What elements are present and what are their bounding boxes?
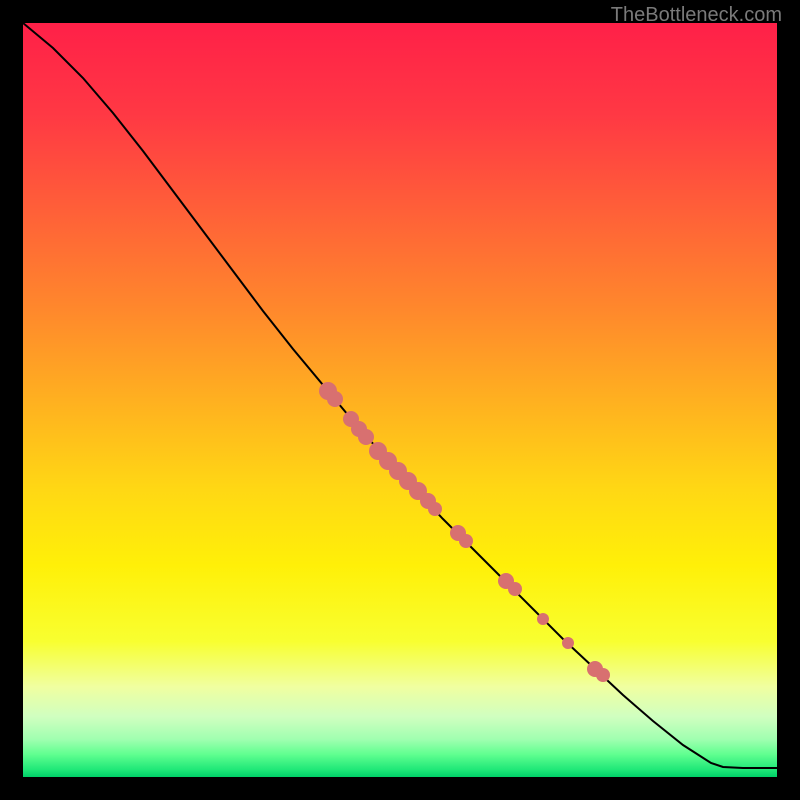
marker-dot — [596, 668, 610, 682]
marker-dot — [358, 429, 374, 445]
watermark-text: TheBottleneck.com — [611, 4, 782, 27]
gradient-background — [23, 23, 777, 777]
marker-dot — [562, 637, 574, 649]
marker-dot — [537, 613, 549, 625]
marker-dot — [459, 534, 473, 548]
plot-area — [23, 23, 777, 777]
marker-dot — [428, 502, 442, 516]
marker-dot — [327, 391, 343, 407]
chart-svg — [23, 23, 777, 777]
marker-dot — [508, 582, 522, 596]
